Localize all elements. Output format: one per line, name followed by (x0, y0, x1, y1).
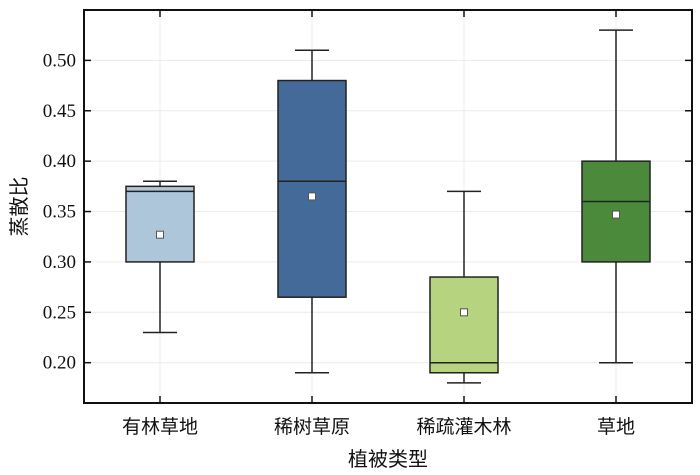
y-axis-title: 蒸散比 (7, 177, 31, 237)
box-iqr (429, 276, 499, 374)
y-tick-label: 0.25 (43, 302, 76, 323)
mean-marker (612, 210, 620, 219)
mean-marker (460, 308, 468, 317)
x-tick-label: 草地 (597, 416, 635, 438)
y-tick-label: 0.35 (43, 202, 76, 223)
x-tick-label: 有林草地 (122, 416, 198, 438)
plot-frame (83, 9, 693, 404)
mean-marker (308, 192, 316, 201)
box-iqr (125, 185, 195, 263)
x-tick-label: 稀树草原 (274, 416, 350, 438)
box-iqr (277, 79, 347, 298)
y-tick-label: 0.20 (43, 353, 76, 374)
x-tick-label: 稀疏灌木林 (416, 416, 511, 438)
mean-marker (156, 230, 164, 239)
tick-layer: 0.20 0.25 0.30 0.35 0.40 0.45 0.50 有林草地 稀树草原 稀疏灌木… (43, 10, 692, 438)
y-tick-label: 0.50 (43, 50, 76, 71)
y-tick-label: 0.45 (43, 101, 76, 122)
x-axis-title: 植被类型 (348, 447, 428, 471)
box-layer (125, 29, 651, 384)
y-tick-label: 0.30 (43, 252, 76, 273)
y-tick-label: 0.40 (43, 151, 76, 172)
